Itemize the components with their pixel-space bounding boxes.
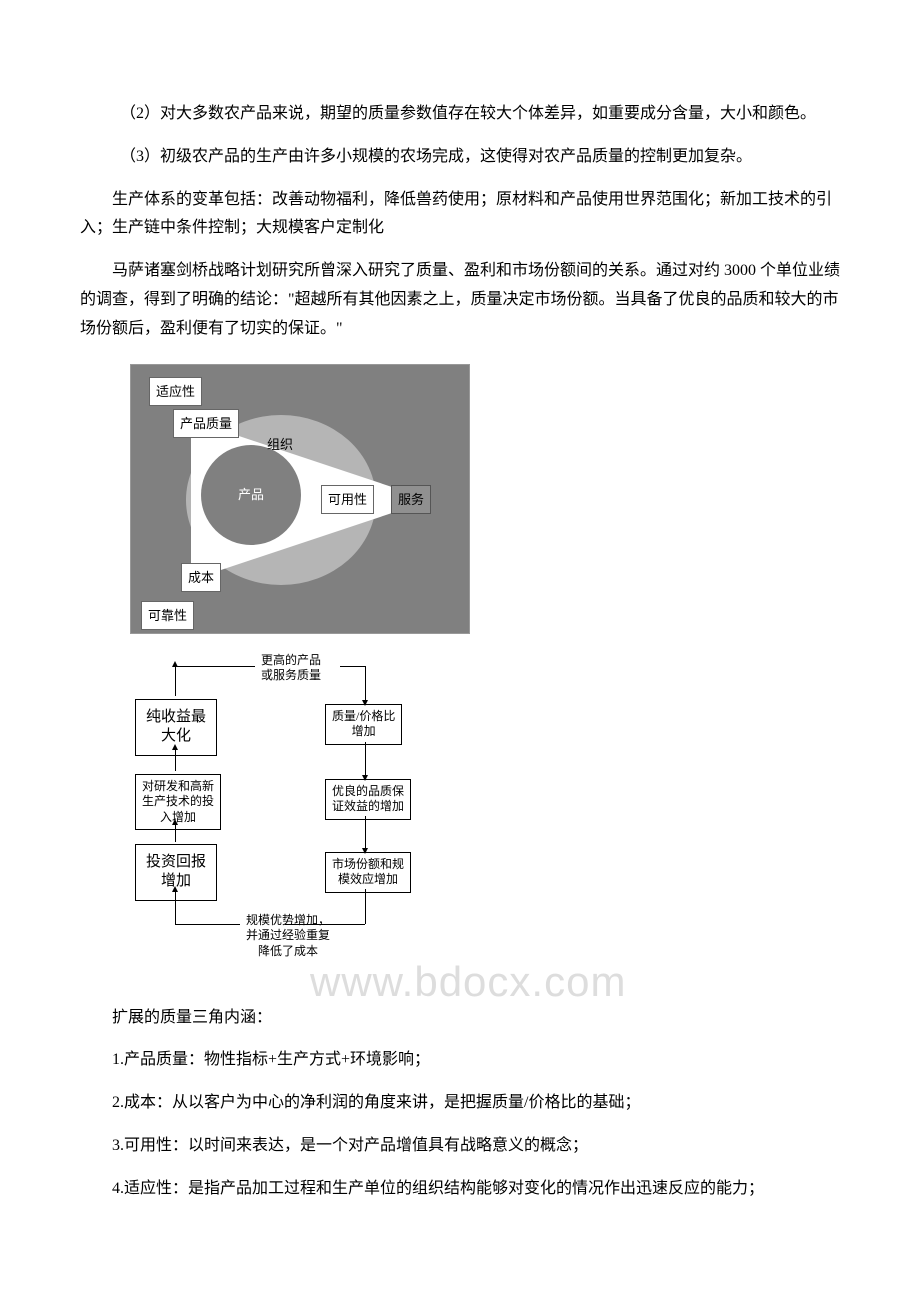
node-lm-text: 对研发和高新生产技术的投入增加 [142,779,214,824]
box-availability: 可用性 [321,485,374,514]
node-lb-text: 投资回报增加 [146,854,206,890]
node-rb-text: 市场份额和规模效应增加 [332,857,404,887]
label-org: 组织 [261,431,299,458]
line [285,924,365,925]
node-price-ratio: 质量/价格比增加 [325,704,402,745]
line [365,889,366,924]
node-top-text: 更高的产品或服务质量 [261,653,321,683]
paragraph-item4: 4.适应性：是指产品加工过程和生产单位的组织结构能够对变化的情况作出迅速反应的能… [80,1175,840,1204]
box-reliability: 可靠性 [141,601,194,630]
node-market-share: 市场份额和规模效应增加 [325,852,411,893]
node-quality-benefit: 优良的品质保证效益的增加 [325,779,411,820]
paragraph-item1: 1.产品质量：物性指标+生产方式+环境影响； [80,1046,840,1075]
node-lt-text: 纯收益最大化 [146,709,206,745]
arrow [365,816,366,849]
arrow [175,749,176,771]
arrow [175,824,176,842]
node-rt-text: 质量/价格比增加 [332,709,395,739]
node-roi: 投资回报增加 [135,844,217,901]
line [175,924,240,925]
box-service: 服务 [391,485,431,514]
node-rm-text: 优良的品质保证效益的增加 [332,784,404,814]
product-label: 产品 [238,483,264,506]
quality-triangle-diagram: www.bdocx.com 产品 适应性 产品质量 组织 可用性 服务 成本 可… [130,364,840,984]
line [340,666,365,667]
node-scale: 规模优势增加，并通过经验重复降低了成本 [240,909,336,964]
paragraph-item3: 3.可用性：以时间来表达，是一个对产品增值具有战略意义的概念； [80,1132,840,1161]
paragraph-item2: 2.成本：从以客户为中心的净利润的角度来讲，是把握质量/价格比的基础； [80,1089,840,1118]
paragraph-3: （3）初级农产品的生产由许多小规模的农场完成，这使得对农产品质量的控制更加复杂。 [80,143,840,172]
node-top: 更高的产品或服务质量 [255,649,327,688]
box-adaptability: 适应性 [149,377,202,406]
triangle-diagram: 产品 适应性 产品质量 组织 可用性 服务 成本 可靠性 [130,364,470,634]
box-cost: 成本 [181,563,221,592]
paragraph-mass: 马萨诸塞剑桥战略计划研究所曾深入研究了质量、盈利和市场份额间的关系。通过对约 3… [80,257,840,343]
flow-diagram: 更高的产品或服务质量 纯收益最大化 质量/价格比增加 对研发和高新生产技术的投入… [130,644,470,984]
arrow [175,666,176,696]
node-bot-text: 规模优势增加，并通过经验重复降低了成本 [246,913,330,958]
node-rd-invest: 对研发和高新生产技术的投入增加 [135,774,221,831]
paragraph-production: 生产体系的变革包括：改善动物福利，降低兽药使用；原材料和产品使用世界范围化；新加… [80,186,840,244]
box-quality: 产品质量 [173,409,239,438]
circle-product: 产品 [201,445,301,545]
line [175,666,255,667]
arrow [365,742,366,776]
arrow [365,666,366,701]
paragraph-2: （2）对大多数农产品来说，期望的质量参数值存在较大个体差异，如重要成分含量，大小… [80,100,840,129]
arrow [175,891,176,924]
